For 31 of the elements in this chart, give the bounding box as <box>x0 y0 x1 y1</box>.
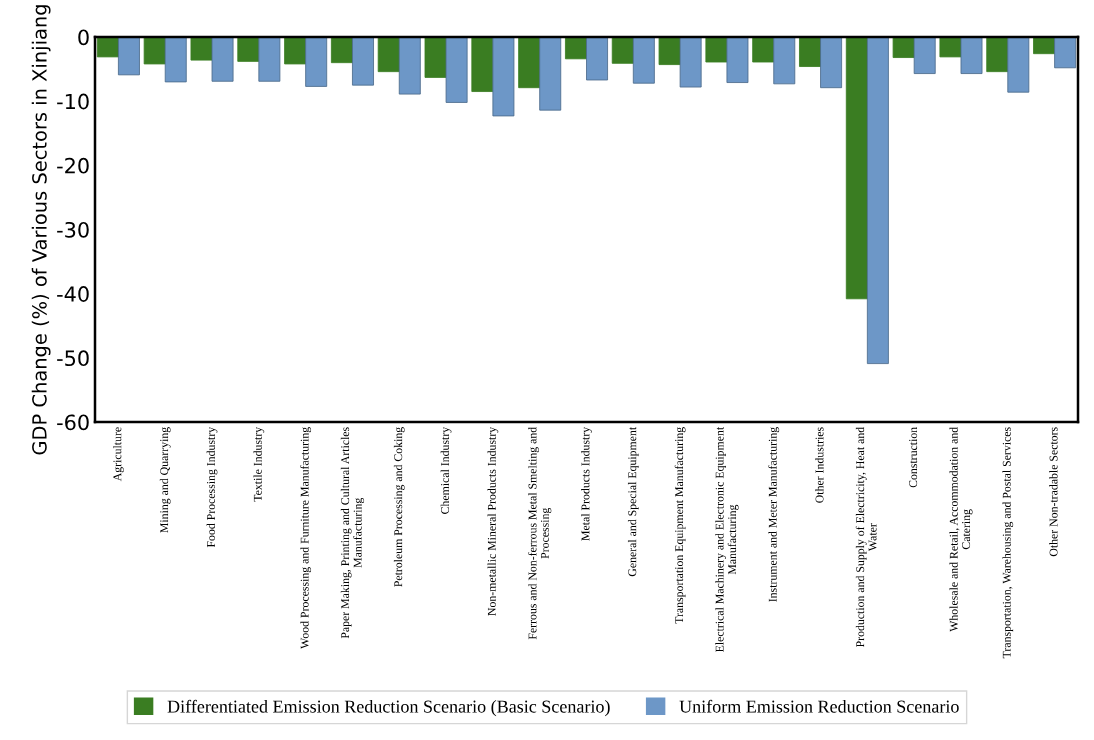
x-tick-label: Construction <box>909 427 918 488</box>
x-tick-label: Ferrous and Non-ferrous Metal Smelting and Processing <box>528 427 552 640</box>
y-axis-title: GDP Change (%) of Various Sectors in Xinjiang <box>31 5 51 455</box>
y-tick-label: -20 <box>57 157 89 174</box>
x-tick-label: Metal Products Industry <box>581 426 592 541</box>
x-tick-label: Other Non-tradable Sectors <box>1049 427 1058 557</box>
y-tick-label: -10 <box>57 93 89 110</box>
x-tick-label: Wood Processing and Furniture Manufacturing <box>300 427 312 649</box>
x-tick-label: Wholesale and Retail, Accommodation and Catering <box>949 427 973 632</box>
x-tick-label: General and Special Equipment <box>627 426 639 577</box>
x-tick-label: Transportation, Warehousing and Postal Services <box>1002 427 1014 659</box>
x-tick-label: Mining and Quarrying <box>159 427 171 533</box>
legend-label: Uniform Emission Reduction Scenario <box>679 699 959 713</box>
x-tick-label: Instrument and Meter Manufacturing <box>768 427 780 602</box>
legend-label: Differentiated Emission Reduction Scenario (Basic Scenario) <box>167 699 610 717</box>
x-tick-label: Agriculture <box>113 427 124 482</box>
x-tick-label: Transportation Equipment Manufacturing <box>674 427 686 624</box>
y-tick-label: 0 <box>78 29 89 46</box>
x-tick-label: Production and Supply of Electricity, Heat and Water <box>855 427 877 648</box>
x-tick-label: Paper Making, Printing and Cultural Articles Manufacturing <box>340 427 365 639</box>
x-tick-label: Chemical Industry <box>440 426 452 514</box>
x-tick-label: Electrical Machinery and Electronic Equipment Manufacturing <box>715 426 739 653</box>
y-tick-label: -30 <box>57 221 89 238</box>
x-tick-label: Non-metallic Mineral Products Industry <box>487 426 499 616</box>
x-tick-label: Petroleum Processing and Coking <box>393 427 405 587</box>
x-tick-label: Other Industries <box>815 427 824 503</box>
y-tick-label: -60 <box>57 414 89 431</box>
x-tick-label: Textile Industry <box>253 426 265 502</box>
x-tick-label: Food Processing Industry <box>206 426 218 548</box>
y-tick-label: -50 <box>57 350 89 367</box>
y-tick-label: -40 <box>57 286 89 302</box>
